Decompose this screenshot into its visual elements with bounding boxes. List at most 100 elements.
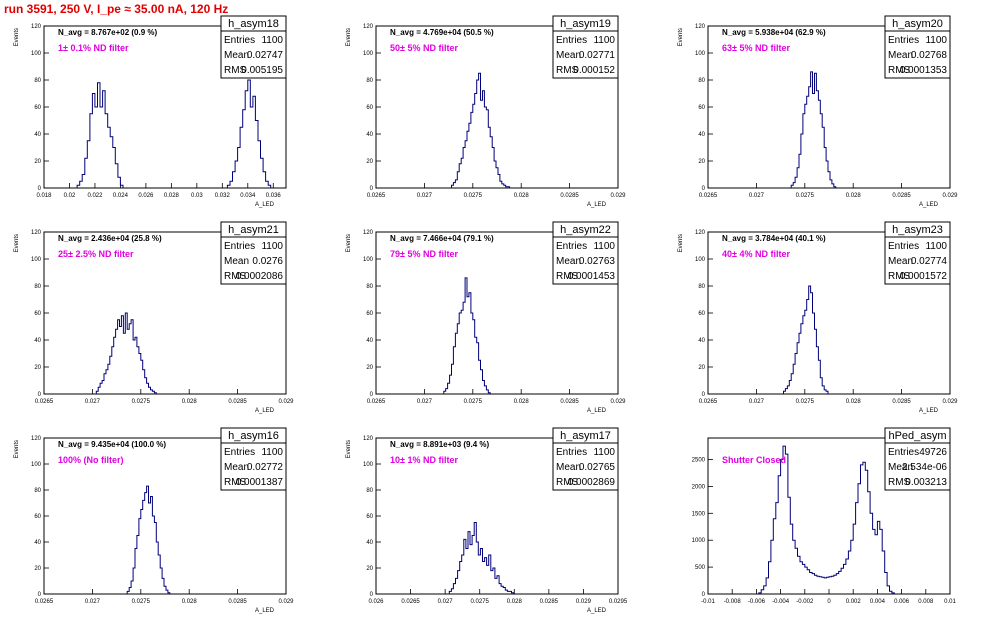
x-tick-label: 0.029: [942, 193, 958, 199]
x-axis-label: A_LED: [255, 608, 275, 614]
y-tick-label: 60: [34, 311, 41, 317]
y-tick-label: 60: [366, 514, 373, 520]
x-tick-label: -0.008: [724, 599, 742, 605]
filter-label: 100% (No filter): [58, 455, 124, 465]
x-tick-label: 0.027: [417, 399, 433, 405]
stat-value-mean: 0.02765: [579, 462, 616, 473]
x-tick-label: 0.0275: [464, 193, 483, 199]
stat-label-entries: Entries: [224, 447, 255, 458]
stats-body-box: [220, 442, 287, 491]
stat-label-mean: Mean: [224, 462, 249, 473]
x-tick-label: 0.022: [87, 193, 103, 199]
x-tick-label: 0.0275: [132, 599, 151, 605]
stats-box: h_asym17 Entries 1100 Mean0.02765RMS0.00028…: [552, 427, 619, 491]
x-tick-label: 0.029: [942, 399, 958, 405]
stat-label-entries: Entries: [556, 35, 587, 46]
stat-label-rms: RMS: [556, 65, 579, 76]
histogram-svg: Events 0 20 40 60 80 100 120 0.026 0.0265 0.027 0.0…: [346, 427, 628, 614]
y-tick-label: 100: [31, 462, 42, 468]
stat-label-entries: Entries: [556, 447, 587, 458]
histogram-svg: Events 0 20 40 60 80 100 120 0.0265 0.027 0.0275 0.…: [346, 221, 626, 414]
histogram-series: [448, 522, 515, 594]
filter-label: 50± 5% ND filter: [390, 43, 458, 53]
y-tick-label: 20: [366, 365, 373, 371]
y-tick-label: 60: [34, 514, 41, 520]
x-tick-label: 0.029: [278, 399, 294, 405]
stat-value-rms: 0.0001572: [900, 271, 948, 282]
y-tick-label: 0: [38, 186, 42, 192]
x-tick-label: 0.0275: [471, 599, 490, 605]
stat-label-mean: Mean: [224, 50, 249, 61]
y-tick-label: 80: [698, 284, 705, 290]
x-tick-label: 0.0285: [540, 599, 559, 605]
histogram-pad-hped-asym: 0 500 1000 1500 2000 2500 -0.01 -0.008 -0.006 -0.…: [664, 427, 994, 627]
y-axis-label: Events: [678, 28, 684, 46]
y-tick-label: 0: [38, 592, 42, 598]
histogram-pad-h-asym23: Events 0 20 40 60 80 100 120 0.0265 0.027 0.0275 0.…: [664, 221, 994, 427]
stat-value-mean: 0.0276: [252, 256, 283, 267]
stats-body-box: [884, 442, 951, 491]
y-tick-label: 0: [370, 186, 374, 192]
n-avg-label: N_avg = 5.938e+04 (62.9 %): [722, 28, 826, 37]
y-tick-label: 80: [698, 78, 705, 84]
y-tick-label: 120: [31, 436, 42, 442]
histogram-name: h_asym16: [228, 430, 279, 442]
stat-value-mean: 2.534e-06: [902, 462, 947, 473]
histogram-svg: Events 0 20 40 60 80 100 120 0.0265 0.027 0.0275 0.…: [678, 15, 958, 208]
y-tick-label: 100: [695, 51, 706, 57]
histogram-name: h_asym21: [228, 224, 279, 236]
filter-label: 40± 4% ND filter: [722, 249, 790, 259]
y-tick-label: 60: [698, 105, 705, 111]
y-tick-label: 20: [698, 365, 705, 371]
x-tick-label: 0.03: [191, 193, 203, 199]
n-avg-label: N_avg = 2.436e+04 (25.8 %): [58, 234, 162, 243]
n-avg-label: N_avg = 8.891e+03 (9.4 %): [390, 440, 490, 449]
stat-value-mean: 0.02772: [247, 462, 284, 473]
stat-value-mean: 0.02747: [247, 50, 284, 61]
filter-label: 25± 2.5% ND filter: [58, 249, 134, 259]
y-tick-label: 120: [695, 24, 706, 30]
n-avg-label: N_avg = 3.784e+04 (40.1 %): [722, 234, 826, 243]
histogram-name: hPed_asym: [888, 430, 946, 442]
histogram-series: [76, 82, 124, 188]
x-tick-label: 0.036: [266, 193, 282, 199]
stat-label-rms: RMS: [888, 65, 911, 76]
x-tick-label: 0.0265: [699, 399, 718, 405]
x-tick-label: 0.027: [438, 599, 454, 605]
y-tick-label: 20: [698, 159, 705, 165]
stats-body-box: [552, 442, 619, 491]
y-tick-label: 40: [366, 338, 373, 344]
y-axis-label: Events: [14, 234, 20, 252]
y-tick-label: 20: [34, 566, 41, 572]
x-tick-label: 0.034: [240, 193, 256, 199]
y-tick-label: 120: [363, 24, 374, 30]
y-tick-label: 1500: [692, 511, 706, 517]
histogram-pad-h-asym19: Events 0 20 40 60 80 100 120 0.0265 0.027 0.0275 0.…: [332, 15, 662, 221]
stat-value-entries: 1100: [261, 35, 283, 46]
x-tick-label: 0.028: [164, 193, 180, 199]
stat-value-entries: 1100: [925, 35, 947, 46]
stats-body-box: [220, 236, 287, 285]
x-tick-label: 0.029: [610, 399, 626, 405]
x-tick-label: 0.028: [514, 399, 530, 405]
histogram-pad-h-asym21: Events 0 20 40 60 80 100 120 0.0265 0.027 0.0275 0.…: [0, 221, 330, 427]
x-tick-label: 0.032: [215, 193, 231, 199]
stats-box: h_asym19 Entries 1100 Mean0.02771RMS0.00015…: [552, 15, 619, 79]
stats-box: h_asym16 Entries 1100 Mean0.02772RMS0.00013…: [220, 427, 287, 491]
y-axis-label: Events: [346, 28, 352, 46]
x-tick-label: 0.028: [182, 399, 198, 405]
x-tick-label: 0.02: [64, 193, 76, 199]
stat-value-mean: 0.02771: [579, 50, 616, 61]
y-axis-label: Events: [14, 28, 20, 46]
stat-label-rms: RMS: [556, 477, 579, 488]
x-tick-label: 0.002: [846, 599, 862, 605]
run-title: run 3591, 250 V, I_pe ≈ 35.00 nA, 120 Hz: [4, 2, 229, 16]
x-tick-label: 0.0265: [367, 399, 386, 405]
y-tick-label: 20: [366, 159, 373, 165]
n-avg-label: N_avg = 4.769e+04 (50.5 %): [390, 28, 494, 37]
x-tick-label: 0.006: [894, 599, 910, 605]
x-tick-label: 0.0285: [892, 193, 911, 199]
filter-label: Shutter Closed: [722, 455, 786, 465]
histogram-series: [126, 485, 171, 594]
